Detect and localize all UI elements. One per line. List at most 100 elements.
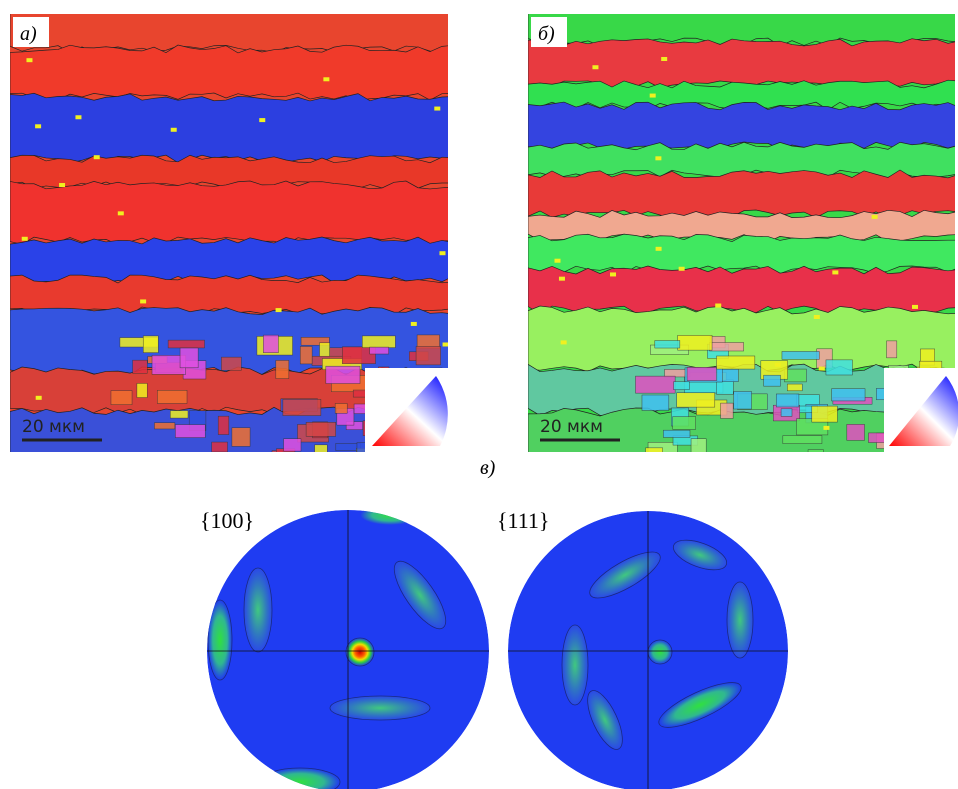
grain: [642, 395, 669, 410]
grain: [171, 128, 177, 132]
grain: [221, 357, 241, 370]
grain: [306, 422, 336, 436]
grain: [118, 211, 124, 215]
grain: [776, 394, 799, 407]
grain-band: [528, 266, 958, 314]
grain: [715, 304, 721, 308]
grain: [661, 57, 667, 61]
grain: [635, 376, 675, 393]
grain: [180, 348, 198, 368]
grain: [320, 343, 330, 357]
grain: [663, 430, 690, 437]
grain: [175, 425, 205, 438]
grain: [783, 436, 822, 444]
grain: [610, 272, 616, 276]
grain-band: [10, 181, 454, 245]
grain: [716, 356, 754, 369]
grain: [443, 342, 449, 346]
grain-band: [10, 93, 454, 163]
grain: [35, 124, 41, 128]
grain: [687, 367, 716, 380]
grain: [59, 183, 65, 187]
grain: [362, 336, 395, 348]
grain-band: [10, 45, 454, 100]
grain: [674, 382, 690, 390]
grain: [832, 270, 838, 274]
grain: [259, 118, 265, 122]
scale-bar-text: 20 мкм: [540, 417, 603, 437]
pole-figure: [508, 511, 788, 789]
grain: [154, 423, 174, 429]
grain: [283, 399, 321, 415]
panel-label-text: б): [538, 23, 555, 45]
grain: [111, 391, 132, 405]
grain: [272, 451, 282, 463]
grain: [721, 403, 734, 418]
panel-label-text: а): [20, 23, 37, 45]
grain: [555, 259, 561, 263]
grain: [157, 390, 187, 403]
pole-figure-label: {111}: [497, 508, 550, 533]
grain: [782, 351, 819, 359]
grain: [26, 58, 32, 62]
grain-band: [528, 39, 958, 88]
intensity-blob: [562, 625, 588, 705]
page: а) б) 20 мкм 20 мкм в) {100} {111}: [0, 0, 958, 789]
figure: а) б) 20 мкм 20 мкм в) {100} {111}: [0, 0, 958, 789]
grain: [656, 247, 662, 251]
grain: [710, 342, 744, 351]
grain: [775, 363, 781, 367]
grain: [887, 341, 897, 358]
grain: [323, 77, 329, 81]
grain: [168, 340, 204, 348]
intensity-blob: [330, 696, 430, 720]
grain: [787, 384, 802, 391]
grain: [559, 277, 565, 281]
grain: [561, 340, 567, 344]
intensity-peak: [648, 640, 672, 664]
intensity-blob: [360, 505, 420, 525]
grain: [36, 396, 42, 400]
grain: [592, 65, 598, 69]
grain: [416, 346, 441, 365]
intensity-blob: [244, 568, 272, 652]
grain: [140, 299, 146, 303]
grain: [300, 346, 312, 363]
grain: [218, 416, 229, 434]
grain: [143, 336, 158, 353]
intensity-blob: [208, 600, 232, 680]
grain: [655, 341, 680, 349]
grain: [646, 448, 663, 461]
grain: [335, 403, 347, 413]
grain: [679, 267, 685, 271]
grain: [326, 366, 360, 383]
grain: [434, 107, 440, 111]
grain: [284, 439, 301, 451]
grain: [868, 433, 886, 443]
grain: [137, 383, 147, 397]
pole-figure: [207, 505, 489, 789]
grain: [655, 156, 661, 160]
intensity-blob: [727, 582, 753, 658]
grain: [22, 237, 28, 241]
grain: [781, 409, 792, 417]
panel-label-text: в): [480, 457, 496, 479]
pole-figure-label: {100}: [200, 508, 254, 533]
grain: [650, 94, 656, 98]
grain: [819, 367, 825, 371]
grain: [823, 426, 829, 430]
grain: [439, 251, 445, 255]
grain: [411, 322, 417, 326]
scale-bar-text: 20 мкм: [22, 417, 85, 437]
intensity-peak: [346, 638, 374, 666]
grain: [677, 393, 715, 407]
grain: [170, 411, 188, 419]
grain: [808, 450, 823, 462]
grain: [75, 115, 81, 119]
grain: [734, 391, 752, 409]
grain: [912, 305, 918, 309]
grain: [370, 347, 389, 354]
grain: [764, 375, 781, 386]
grain: [814, 315, 820, 319]
grain: [691, 439, 706, 457]
